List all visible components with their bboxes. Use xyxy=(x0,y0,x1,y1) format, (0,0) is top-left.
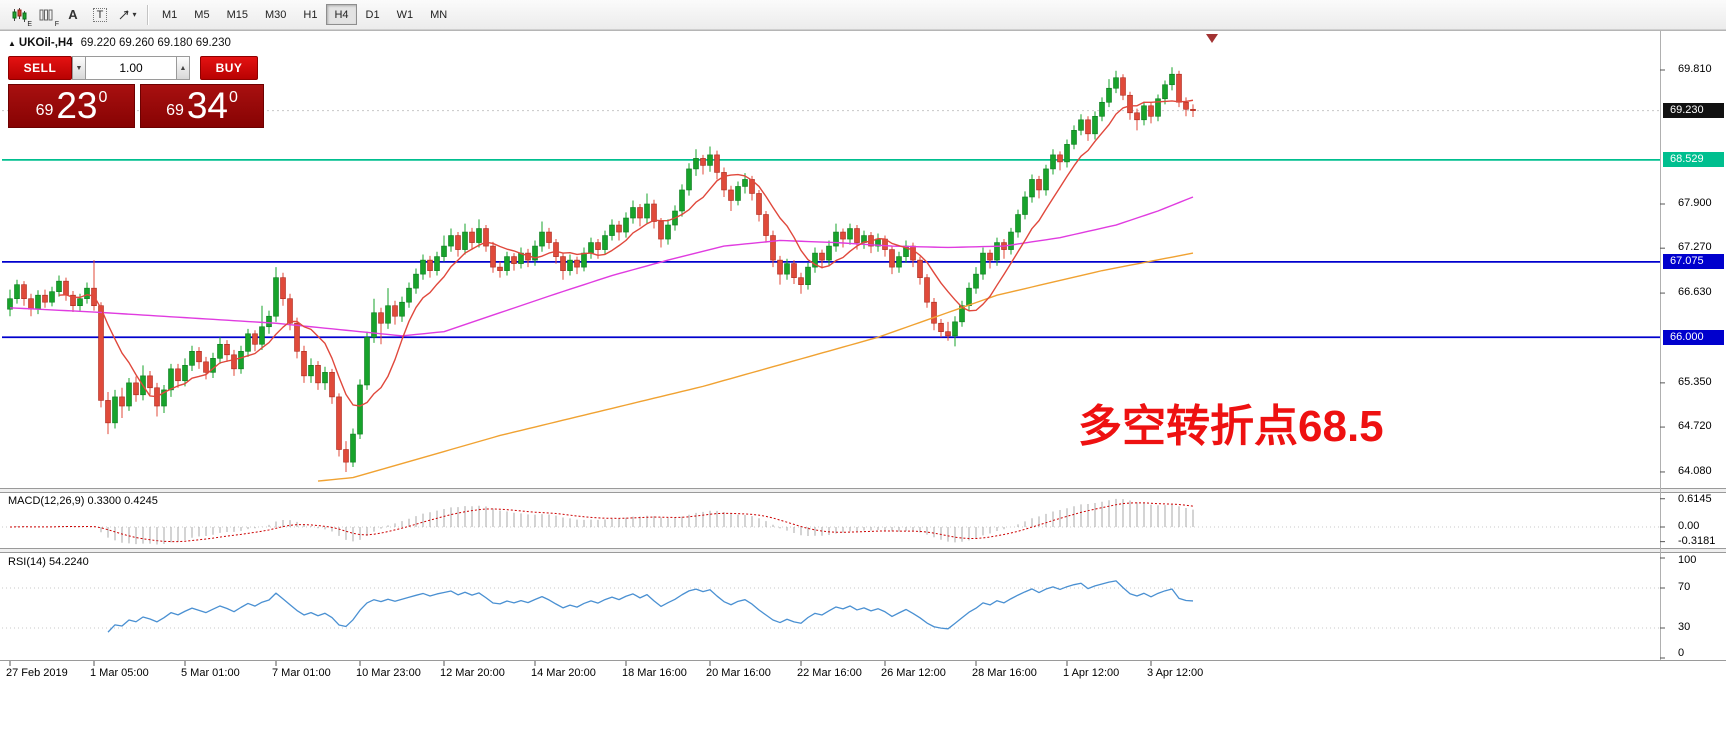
sell-price-sup: 0 xyxy=(98,89,108,106)
timeframe-button-H1[interactable]: H1 xyxy=(295,4,325,25)
rsi-indicator-label: RSI(14) 54.2240 xyxy=(8,556,89,568)
chart-style-icon[interactable]: E xyxy=(6,3,32,28)
trade-controls-row: SELL ▼ ▲ BUY xyxy=(8,56,266,80)
symbol-marker-icon: ▲ xyxy=(8,39,16,48)
draw-tools-arrow-glyph xyxy=(120,10,129,19)
buy-price-tile[interactable]: 69 34 0 xyxy=(140,84,264,128)
chart-annotation-text: 多空转折点68.5 xyxy=(1078,402,1384,451)
annotation-letter-icon[interactable]: A xyxy=(60,3,86,27)
toolbar: E F A T ▾ M1 M5 M15 M30 H1 H4 D1 W1 MN xyxy=(0,0,1726,30)
timeframe-button-M5[interactable]: M5 xyxy=(186,4,217,25)
chart-shift-marker-icon[interactable] xyxy=(1206,34,1218,43)
text-tool-glyph: T xyxy=(92,7,108,22)
volume-input[interactable] xyxy=(86,56,176,80)
buy-button[interactable]: BUY xyxy=(200,56,258,80)
buy-price-prefix: 69 xyxy=(166,102,184,119)
timeframe-button-MN[interactable]: MN xyxy=(422,4,455,25)
timeframe-bar: M1 M5 M15 M30 H1 H4 D1 W1 MN xyxy=(154,4,456,25)
grid-icon[interactable]: F xyxy=(33,3,59,28)
symbol-label: UKOil-,H4 xyxy=(18,37,73,49)
timeframe-button-M1[interactable]: M1 xyxy=(154,4,185,25)
buy-price-sup: 0 xyxy=(229,89,238,106)
macd-indicator-label: MACD(12,26,9) 0.3300 0.4245 xyxy=(8,495,158,507)
text-tool-icon[interactable]: T xyxy=(87,3,113,27)
annotation-letter-glyph: A xyxy=(68,7,78,22)
timeframe-button-W1[interactable]: W1 xyxy=(389,4,422,25)
toolbar-separator xyxy=(147,4,148,25)
chevron-down-icon: ▾ xyxy=(132,10,137,19)
timeframe-button-M15[interactable]: M15 xyxy=(219,4,256,25)
grid-icon-sub: F xyxy=(54,20,59,28)
trade-price-tiles: 69 23 0 69 34 0 xyxy=(8,84,266,128)
grid-icon-glyph xyxy=(39,9,53,20)
buy-price-big: 34 xyxy=(186,85,229,126)
draw-tools-icon[interactable]: ▾ xyxy=(114,3,140,27)
sell-price-tile[interactable]: 69 23 0 xyxy=(8,84,135,128)
sell-price-prefix: 69 xyxy=(35,102,54,119)
quote-header: ▲ UKOil-,H4 69.220 69.260 69.180 69.230 xyxy=(8,37,231,49)
timeframe-button-H4[interactable]: H4 xyxy=(326,4,357,25)
volume-increase-button[interactable]: ▲ xyxy=(176,56,190,80)
chart-style-icon-glyph xyxy=(12,7,27,22)
timeframe-button-M30[interactable]: M30 xyxy=(257,4,294,25)
sell-button[interactable]: SELL xyxy=(8,56,72,80)
timeframe-button-D1[interactable]: D1 xyxy=(358,4,388,25)
ohlc-values: 69.220 69.260 69.180 69.230 xyxy=(80,37,231,49)
sell-price-big: 23 xyxy=(56,85,98,126)
volume-decrease-button[interactable]: ▼ xyxy=(72,56,86,80)
chart-style-icon-sub: E xyxy=(27,20,32,28)
